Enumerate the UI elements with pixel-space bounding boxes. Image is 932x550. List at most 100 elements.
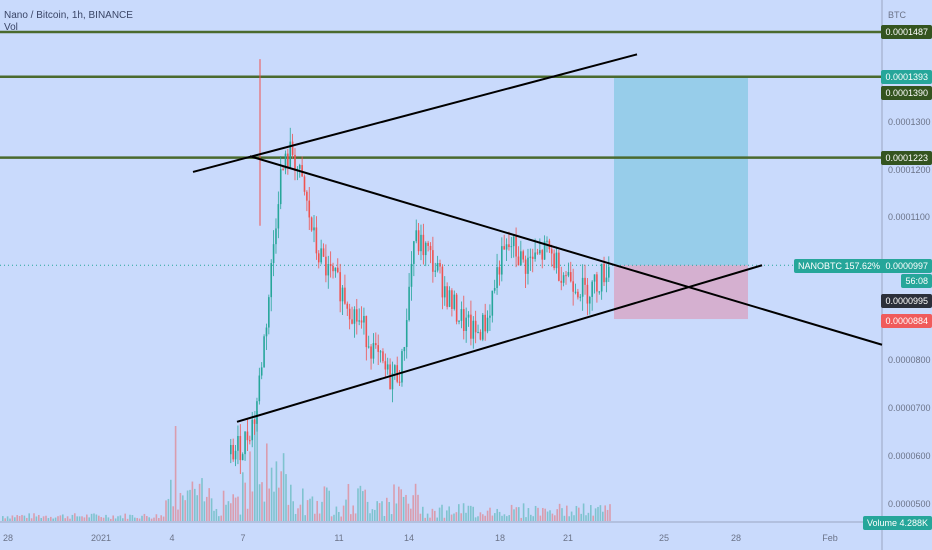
candle-body <box>379 351 382 353</box>
volume-bar <box>326 487 328 521</box>
candle-body <box>344 287 346 304</box>
volume-bar <box>551 513 554 521</box>
volume-bar <box>316 500 318 521</box>
last-price-tag[interactable]: 0.0000997 <box>881 259 932 273</box>
volume-bar <box>83 517 86 521</box>
volume-bar <box>93 513 95 521</box>
volume-bar <box>522 503 525 521</box>
volume-bar <box>347 483 350 521</box>
volume-bar <box>335 506 338 521</box>
candle-body <box>358 320 360 322</box>
volume-bar <box>35 516 38 521</box>
candle-body <box>541 250 544 260</box>
volume-bar <box>491 515 494 521</box>
volume-bar <box>146 516 148 521</box>
candle-body <box>465 317 467 331</box>
volume-bar <box>590 505 592 521</box>
volume-bar <box>570 511 573 521</box>
volume-bar <box>578 507 580 521</box>
candle-body <box>458 320 460 322</box>
volume-bar <box>124 513 126 521</box>
volume-bar <box>28 513 30 521</box>
candle-body <box>253 419 256 424</box>
volume-bar <box>45 515 47 521</box>
level-tag[interactable]: 0.0001390 <box>881 86 932 100</box>
candle-body <box>382 351 384 362</box>
candle-body <box>441 266 444 298</box>
candle-body <box>460 309 463 321</box>
time-tick: 14 <box>403 533 414 543</box>
plot-area <box>0 0 882 522</box>
level-tag[interactable]: 0.0001487 <box>881 25 932 39</box>
target-tag[interactable]: 0.0001393 <box>881 70 932 84</box>
candle-body <box>244 431 246 455</box>
volume-bar <box>383 515 386 521</box>
candle-body <box>298 165 301 169</box>
candle-body <box>332 266 334 272</box>
volume-bar <box>434 510 436 521</box>
candle-body <box>529 256 532 258</box>
price-tag[interactable]: 0.0000995 <box>881 294 932 308</box>
time-tick: 2021 <box>90 533 112 543</box>
level-tag[interactable]: 0.0001223 <box>881 151 932 165</box>
volume-bar <box>354 513 357 521</box>
volume-bar <box>503 514 506 521</box>
volume-bar <box>282 453 285 521</box>
candle-body <box>417 230 420 252</box>
volume-bar <box>42 516 45 521</box>
volume-bar <box>594 508 597 521</box>
candle-body <box>294 154 296 171</box>
volume-bar <box>602 511 604 521</box>
volume-bar <box>534 505 537 521</box>
volume-bar <box>494 513 496 521</box>
volume-bar <box>126 518 129 521</box>
volume-bar <box>26 517 28 521</box>
volume-bar <box>98 515 100 521</box>
volume-bar <box>59 515 62 521</box>
candle-body <box>234 450 237 460</box>
volume-bar <box>194 488 196 521</box>
candle-body <box>336 267 339 273</box>
volume-bar <box>131 515 134 521</box>
candle-body <box>555 252 558 269</box>
candle-body <box>351 319 353 324</box>
candle-body <box>496 267 498 289</box>
candle-body <box>539 250 541 254</box>
volume-bar <box>162 516 165 521</box>
candle-body <box>536 252 539 254</box>
symbol-tag[interactable]: NANOBTC 157.62% <box>793 259 884 273</box>
volume-bar <box>515 507 518 521</box>
candle-body <box>512 236 515 247</box>
volume-bar <box>371 509 374 521</box>
candle-body <box>448 290 451 307</box>
candle-body <box>439 263 441 267</box>
candle-body <box>424 242 427 256</box>
volume-bar <box>400 489 402 521</box>
volume-bar <box>390 514 393 521</box>
volume-bar <box>50 516 52 521</box>
volume-bar <box>554 515 556 521</box>
volume-bar <box>465 512 467 521</box>
volume-bar <box>585 515 587 521</box>
candle-body <box>517 256 520 266</box>
candle-body <box>386 364 389 370</box>
volume-bar <box>203 501 206 521</box>
volume-bar <box>81 516 83 521</box>
volume-bar <box>508 515 510 521</box>
volume-bar <box>263 501 266 521</box>
volume-bar <box>393 484 395 521</box>
volume-bar <box>527 508 530 521</box>
volume-bar <box>342 505 345 521</box>
candle-body <box>353 309 356 324</box>
candle-body <box>401 351 403 383</box>
volume-bar <box>563 515 566 521</box>
volume-bar <box>438 507 441 521</box>
stop-tag[interactable]: 0.0000884 <box>881 314 932 328</box>
volume-bar <box>431 508 434 521</box>
candle-body <box>268 297 270 328</box>
price-tick: 0.0000500 <box>888 499 931 509</box>
symbol-title[interactable]: Nano / Bitcoin, 1h, BINANCE <box>4 10 133 21</box>
time-tick: 28 <box>2 533 13 543</box>
